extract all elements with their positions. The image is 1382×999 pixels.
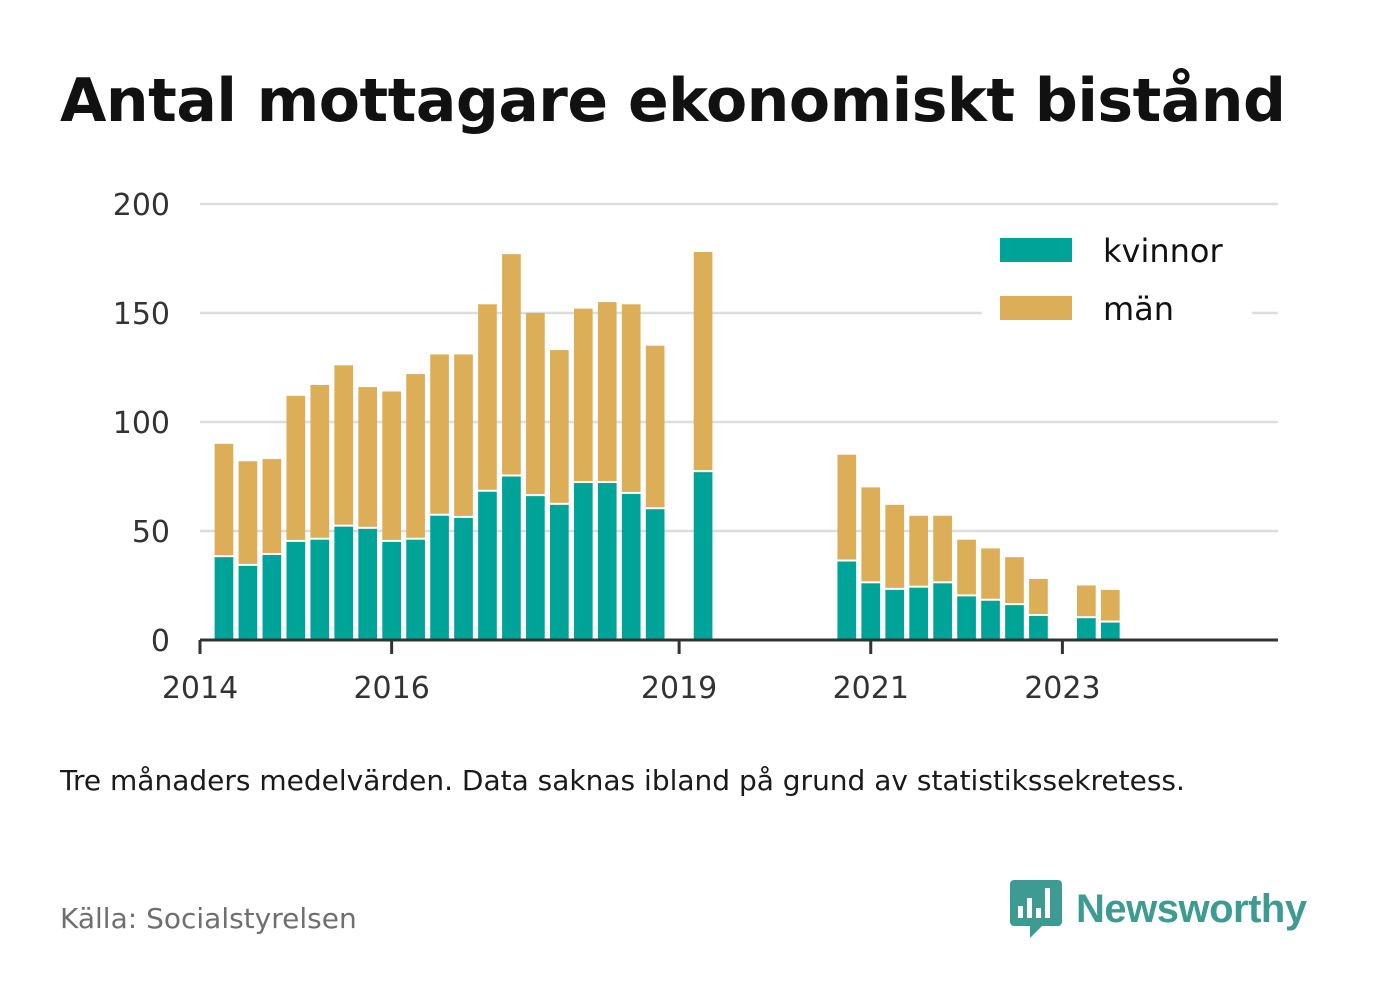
legend-label: kvinnor — [1103, 232, 1224, 270]
bar-kvinnor — [1005, 605, 1024, 640]
legend-swatch-man — [1000, 296, 1072, 320]
bar-man — [286, 395, 306, 540]
bar-man — [621, 304, 641, 492]
bar-kvinnor — [502, 476, 521, 640]
bar-man — [1077, 585, 1096, 617]
bar-kvinnor — [1100, 622, 1120, 640]
bar-man — [406, 374, 425, 538]
newsworthy-chat-chart-icon — [1010, 880, 1062, 938]
bar-man — [262, 459, 282, 553]
bar-kvinnor — [310, 539, 330, 640]
x-tick-label: 2014 — [162, 671, 238, 706]
y-tick-label: 150 — [113, 297, 170, 332]
bar-man — [981, 548, 1000, 599]
y-tick-label: 100 — [113, 406, 170, 441]
bar-kvinnor — [238, 565, 258, 640]
bar-man — [549, 350, 569, 503]
bar-kvinnor — [957, 596, 976, 640]
bar-man — [1100, 589, 1120, 621]
bar-man — [573, 308, 593, 482]
x-tick-label: 2021 — [833, 671, 909, 706]
x-axis — [198, 638, 1278, 654]
x-tick-label: 2023 — [1024, 671, 1100, 706]
bar-man — [1029, 578, 1048, 615]
bar-kvinnor — [909, 587, 929, 640]
y-axis-tick-labels: 0 50 100 150 200 — [113, 188, 170, 659]
y-tick-label: 50 — [132, 515, 170, 550]
bar-man — [214, 443, 234, 556]
bar-man — [310, 384, 330, 538]
bar-kvinnor — [358, 528, 378, 640]
bar-man — [454, 354, 473, 516]
bar-kvinnor — [861, 583, 881, 640]
bar-kvinnor — [406, 539, 425, 640]
y-tick-label: 0 — [151, 624, 170, 659]
bar-kvinnor — [837, 561, 857, 640]
bar-man — [909, 515, 929, 586]
bar-kvinnor — [430, 515, 449, 640]
source-text: Källa: Socialstyrelsen — [60, 902, 357, 935]
bar-kvinnor — [1029, 616, 1048, 640]
bar-kvinnor — [549, 504, 569, 640]
bar-kvinnor — [693, 472, 713, 640]
bar-kvinnor — [382, 541, 401, 640]
x-tick-label: 2016 — [353, 671, 429, 706]
bar-kvinnor — [573, 483, 593, 640]
bar-man — [430, 354, 449, 514]
legend: kvinnor män — [982, 224, 1252, 340]
bar-kvinnor — [933, 583, 952, 640]
bar-kvinnor — [621, 493, 641, 640]
bar-man — [933, 515, 952, 582]
bar-man — [382, 391, 401, 540]
bars — [214, 251, 1120, 640]
bar-man — [1005, 557, 1024, 604]
bar-man — [957, 539, 976, 595]
chart-note: Tre månaders medelvärden. Data saknas ib… — [60, 764, 1185, 797]
bar-kvinnor — [1077, 618, 1096, 640]
legend-swatch-kvinnor — [1000, 238, 1072, 262]
bar-kvinnor — [597, 483, 617, 640]
legend-label: män — [1103, 290, 1174, 328]
bar-man — [693, 251, 713, 471]
newsworthy-logo: Newsworthy — [1010, 878, 1307, 940]
x-axis-tick-labels: 2014 2016 2019 2021 2023 — [162, 671, 1101, 706]
stacked-bar-chart: 0 50 100 150 200 2014 2016 2019 2021 2023 kvinno… — [113, 188, 1278, 706]
bar-kvinnor — [454, 517, 473, 640]
bar-man — [597, 302, 617, 482]
bar-man — [837, 454, 857, 560]
bar-kvinnor — [885, 589, 905, 640]
bar-kvinnor — [981, 600, 1000, 640]
bar-kvinnor — [214, 557, 234, 640]
bar-man — [334, 365, 354, 525]
bar-man — [358, 387, 378, 527]
bar-kvinnor — [645, 509, 665, 640]
bar-man — [645, 345, 665, 508]
bar-man — [502, 254, 521, 475]
bar-man — [238, 461, 258, 564]
bar-kvinnor — [286, 541, 306, 640]
bar-kvinnor — [262, 554, 282, 640]
bar-kvinnor — [526, 496, 545, 640]
bar-kvinnor — [334, 526, 354, 640]
bar-kvinnor — [478, 491, 497, 640]
bar-man — [478, 304, 497, 490]
bar-man — [861, 487, 881, 582]
x-tick-label: 2019 — [641, 671, 717, 706]
bar-man — [885, 504, 905, 588]
chart-title: Antal mottagare ekonomiskt bistånd — [60, 66, 1286, 136]
y-tick-label: 200 — [113, 188, 170, 223]
brand-name: Newsworthy — [1076, 886, 1307, 931]
bar-man — [526, 313, 545, 495]
